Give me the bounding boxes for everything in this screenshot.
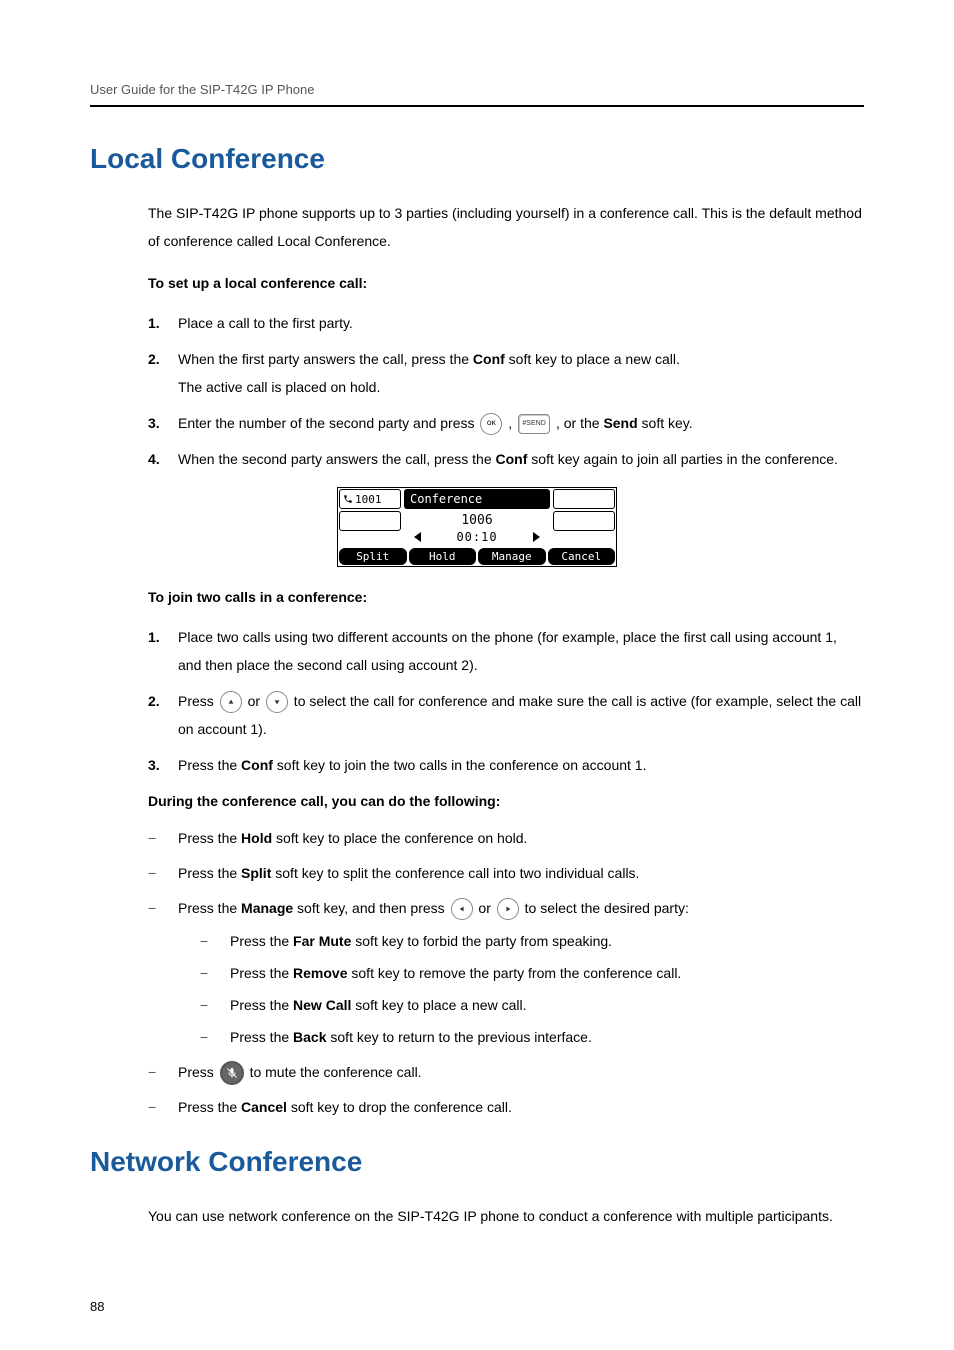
heading-network-conference: Network Conference: [90, 1146, 864, 1178]
line-key-right-2: [553, 511, 615, 531]
mute-button-icon: [220, 1061, 244, 1085]
heading-local-conference: Local Conference: [90, 143, 864, 175]
intro-paragraph: The SIP-T42G IP phone supports up to 3 p…: [148, 199, 864, 255]
sub-far-mute: Press the Far Mute soft key to forbid th…: [200, 930, 864, 954]
phone-screen-illustration: 1001 Conference 1006 00:10 Split Hold Ma…: [337, 487, 617, 567]
line-key-left-1: 1001: [339, 489, 401, 509]
step-2-text: When the first party answers the call, p…: [178, 351, 680, 367]
during-split: Press the Split soft key to split the co…: [148, 862, 864, 886]
join-steps: 1.Place two calls using two different ac…: [148, 623, 864, 779]
step-1: 1.Place a call to the first party.: [148, 309, 864, 337]
step-3-text: Enter the number of the second party and…: [178, 415, 693, 431]
manage-sublist: Press the Far Mute soft key to forbid th…: [200, 930, 864, 1049]
setup-steps: 1.Place a call to the first party. 2. Wh…: [148, 309, 864, 473]
page-number: 88: [90, 1299, 104, 1314]
screen-title: Conference: [404, 489, 550, 509]
line-key-left-2: [339, 511, 401, 531]
sub-back: Press the Back soft key to return to the…: [200, 1026, 864, 1050]
setup-heading: To set up a local conference call:: [148, 275, 864, 291]
line-key-right-1: [553, 489, 615, 509]
running-header: User Guide for the SIP-T42G IP Phone: [90, 82, 864, 107]
softkey-hold: Hold: [409, 548, 477, 565]
up-arrow-icon: [220, 691, 242, 713]
softkey-split: Split: [339, 548, 407, 565]
during-manage: Press the Manage soft key, and then pres…: [148, 897, 864, 1050]
step-2-sub: The active call is placed on hold.: [178, 373, 864, 401]
left-nav-icon: [451, 898, 473, 920]
sub-remove: Press the Remove soft key to remove the …: [200, 962, 864, 986]
join-step-2-text: Press or to select the call for conferen…: [178, 693, 861, 737]
handset-icon: [343, 494, 353, 504]
softkey-cancel: Cancel: [548, 548, 616, 565]
ok-button-icon: OK: [480, 413, 502, 435]
left-arrow-icon: [414, 532, 421, 542]
call-timer: 00:10: [456, 530, 497, 544]
screen-center: 1006 00:10: [402, 510, 552, 547]
sub-new-call: Press the New Call soft key to place a n…: [200, 994, 864, 1018]
step-1-text: Place a call to the first party.: [178, 315, 353, 331]
step-4: 4. When the second party answers the cal…: [148, 445, 864, 473]
ext-number: 1001: [355, 493, 382, 506]
right-arrow-icon: [533, 532, 540, 542]
send-key-icon: #SEND: [518, 414, 550, 434]
conf-number: 1006: [406, 513, 548, 528]
join-step-3: 3. Press the Conf soft key to join the t…: [148, 751, 864, 779]
join-step-1-text: Place two calls using two different acco…: [178, 629, 837, 673]
softkeys-row: Split Hold Manage Cancel: [338, 547, 616, 566]
softkey-manage: Manage: [478, 548, 546, 565]
during-cancel: Press the Cancel soft key to drop the co…: [148, 1096, 864, 1120]
during-hold: Press the Hold soft key to place the con…: [148, 827, 864, 851]
network-intro-paragraph: You can use network conference on the SI…: [148, 1202, 864, 1230]
during-mute: Press to mute the conference call.: [148, 1061, 864, 1085]
during-heading: During the conference call, you can do t…: [148, 793, 864, 809]
step-4-text: When the second party answers the call, …: [178, 451, 838, 467]
join-step-2: 2. Press or to select the call for confe…: [148, 687, 864, 743]
right-nav-icon: [497, 898, 519, 920]
down-arrow-icon: [266, 691, 288, 713]
join-step-1: 1.Place two calls using two different ac…: [148, 623, 864, 679]
join-step-3-text: Press the Conf soft key to join the two …: [178, 757, 646, 773]
during-list: Press the Hold soft key to place the con…: [148, 827, 864, 1120]
join-heading: To join two calls in a conference:: [148, 589, 864, 605]
step-2: 2. When the first party answers the call…: [148, 345, 864, 401]
step-3: 3. Enter the number of the second party …: [148, 409, 864, 437]
